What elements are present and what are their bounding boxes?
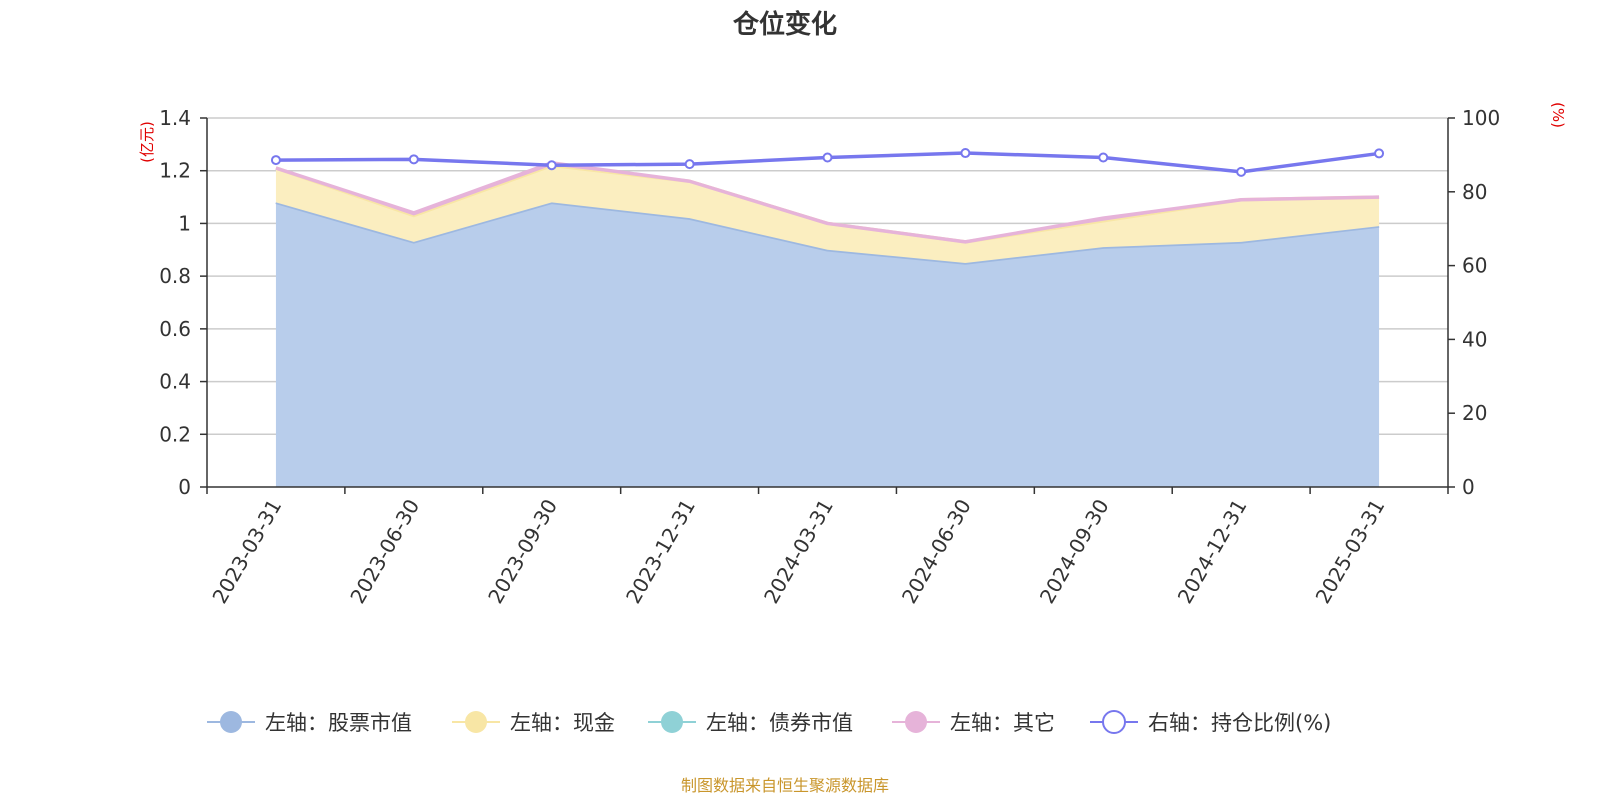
x-tick-label: 2025-03-31: [1311, 495, 1390, 608]
left-tick-label: 1.4: [159, 106, 191, 130]
left-tick-label: 0: [178, 475, 191, 499]
x-tick-label: 2023-12-31: [621, 495, 700, 608]
x-tick-label: 2024-03-31: [759, 495, 838, 608]
left-tick-label: 0.6: [159, 317, 191, 341]
legend-marker: [661, 711, 683, 733]
x-tick-label: 2023-03-31: [207, 495, 286, 608]
ratio-point: [546, 160, 557, 171]
ratio-point: [1098, 152, 1109, 163]
ratio-point: [960, 148, 971, 159]
legend: 左轴：股票市值 左轴：现金 左轴：债券市值 左轴：其它 右轴：持仓比例(%): [207, 710, 1331, 735]
ratio-point: [822, 152, 833, 163]
right-tick-label: 100: [1462, 106, 1500, 130]
left-tick-label: 0.2: [159, 422, 191, 446]
x-tick-label: 2024-06-30: [897, 495, 976, 608]
area-series: [275, 161, 1380, 488]
legend-label: 左轴：股票市值: [265, 711, 412, 735]
ratio-point: [1236, 166, 1247, 177]
source-note: 制图数据来自恒生聚源数据库: [681, 776, 889, 795]
right-tick-label: 40: [1462, 327, 1487, 351]
right-tick-label: 60: [1462, 254, 1487, 278]
right-tick-label: 20: [1462, 401, 1487, 425]
series-1-area: [275, 202, 1380, 488]
legend-marker: [1102, 710, 1126, 734]
ratio-point: [270, 155, 281, 166]
x-tick-label: 2024-09-30: [1035, 495, 1114, 608]
line-series: [270, 148, 1385, 177]
right-tick-label: 80: [1462, 180, 1487, 204]
legend-marker: [220, 711, 242, 733]
left-tick-label: 0.8: [159, 264, 191, 288]
ratio-point: [684, 159, 695, 170]
left-tick-label: 1: [178, 211, 191, 235]
ratio-point: [408, 154, 419, 165]
series-4-line: [275, 161, 1380, 244]
ratio-point: [1374, 148, 1385, 159]
x-tick-label: 2024-12-31: [1173, 495, 1252, 608]
legend-marker: [465, 711, 487, 733]
left-tick-label: 1.2: [159, 159, 191, 183]
right-tick-label: 0: [1462, 475, 1475, 499]
series-2-area: [275, 165, 1380, 263]
x-tick-label: 2023-09-30: [483, 495, 562, 608]
legend-marker: [905, 711, 927, 733]
legend-label: 左轴：现金: [510, 711, 615, 735]
right-axis-unit: (%): [1549, 102, 1567, 128]
legend-label: 右轴：持仓比例(%): [1148, 711, 1331, 735]
legend-label: 左轴：其它: [950, 711, 1055, 735]
x-tick-label: 2023-06-30: [345, 495, 424, 608]
left-axis-unit: (亿元): [138, 121, 156, 163]
legend-label: 左轴：债券市值: [706, 711, 853, 735]
left-tick-label: 0.4: [159, 370, 191, 394]
series-1-line: [275, 200, 1380, 265]
chart-title: 仓位变化: [732, 9, 837, 40]
